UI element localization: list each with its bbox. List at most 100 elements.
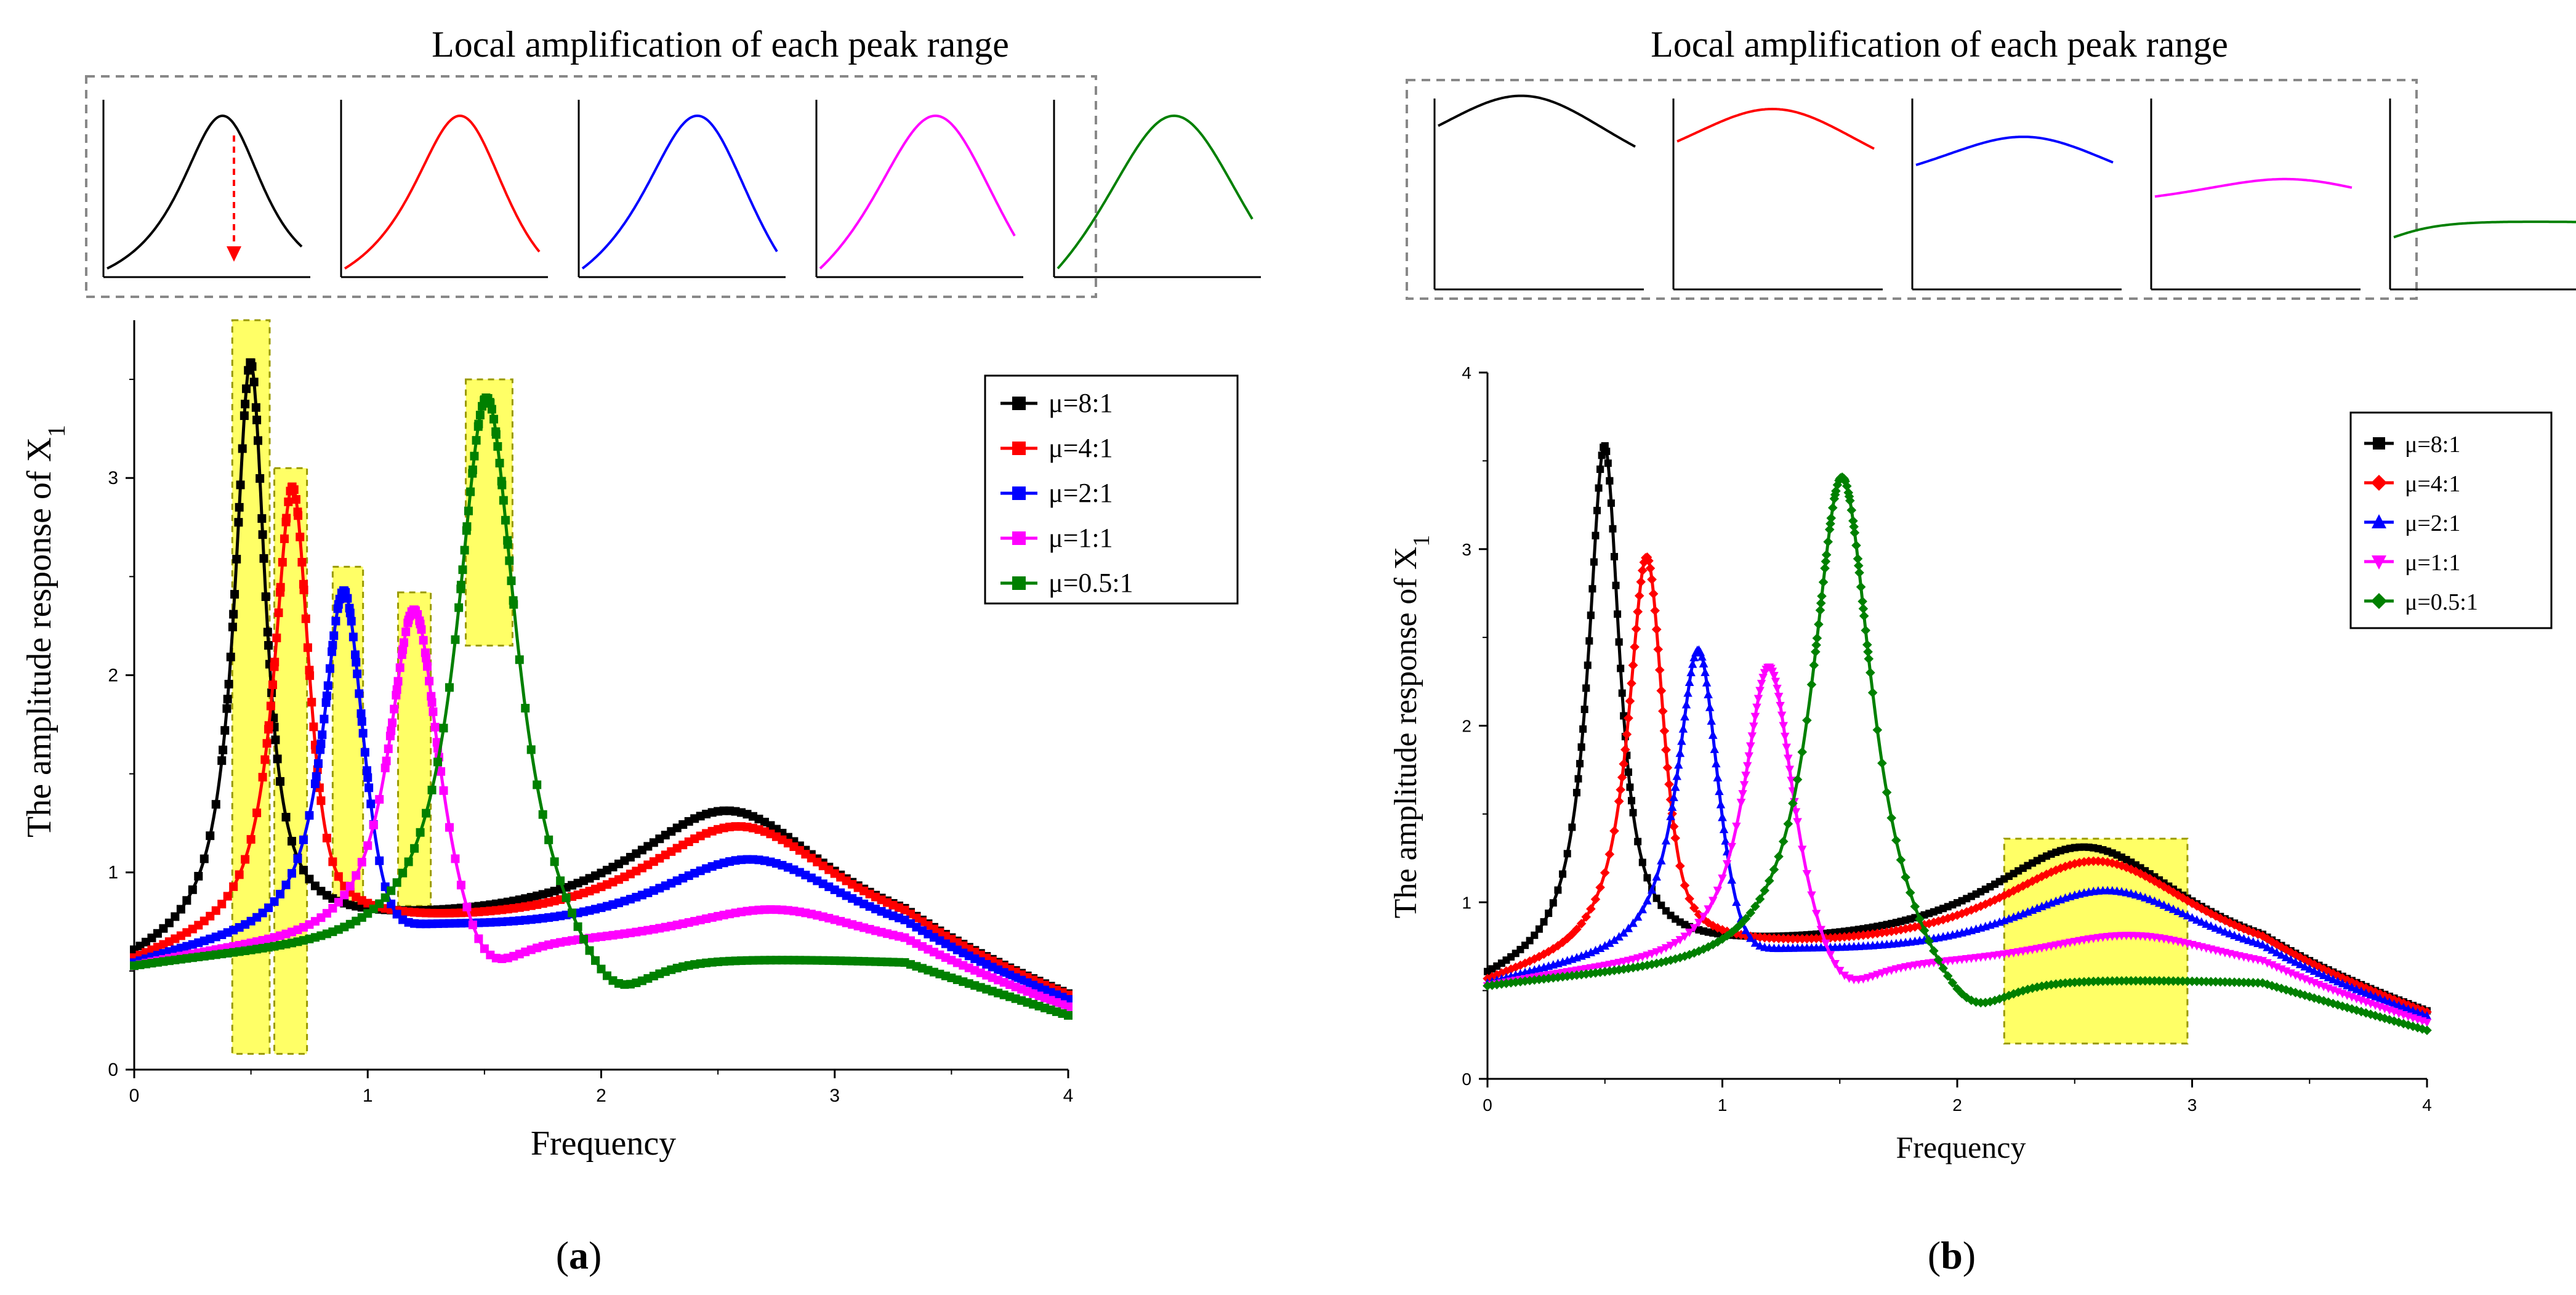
panel-a-y-tick-label: 2: [108, 665, 118, 685]
panel-b-caption-letter: b: [1941, 1233, 1963, 1277]
panel-a-series-4-point: [489, 414, 499, 424]
panel-a-series-0-point: [232, 555, 241, 564]
panel-b-series-1-point: [1534, 951, 1544, 962]
panel-b-series-1-point: [1863, 929, 1873, 940]
panel-a-series-2-point: [322, 692, 331, 701]
panel-b-series-2-point: [2375, 994, 2385, 1003]
panel-b-series-1-point: [2103, 857, 2112, 867]
panel-b-series-1-point: [1576, 919, 1587, 929]
panel-b-ylabel-sub: 1: [1409, 535, 1435, 547]
panel-b-series-1-point: [2201, 906, 2212, 916]
panel-a-ylabel-main: The amplitude response of X: [20, 437, 58, 837]
panel-b-series-4-point: [1861, 625, 1871, 635]
panel-a-series-2-point: [276, 890, 285, 899]
panel-b-series-3-markers: [1483, 663, 2432, 1028]
panel-b-y-tick-label: 0: [1462, 1070, 1471, 1089]
panel-b-series-0-point: [1587, 611, 1595, 619]
panel-b-series-1-point: [1689, 903, 1699, 913]
panel-b-series-4-point: [1942, 971, 1953, 981]
panel-b-series-3-point: [1747, 732, 1757, 741]
panel-b-series-2-point: [2211, 923, 2220, 932]
panel-b-caption-open: (: [1928, 1233, 1941, 1277]
panel-b-series-4-point: [1548, 973, 1558, 983]
panel-b-series-2-point: [1684, 677, 1694, 687]
panel-b-series-2-point: [1681, 700, 1691, 709]
panel-a-series-4-point: [591, 956, 600, 965]
panel-b-series-1-point: [1905, 923, 1915, 933]
panel-a-series-4-point: [503, 536, 512, 545]
panel-b-series-3-point: [1781, 732, 1790, 741]
panel-b-series-4-point: [1774, 852, 1784, 861]
panel-b-inset-box: [1406, 79, 2418, 300]
panel-b-series-4: [1483, 472, 2432, 1035]
panel-b-series-1-point: [1609, 826, 1619, 836]
panel-b-series-1-point: [1581, 912, 1592, 922]
panel-b-series-4-point: [1815, 605, 1825, 615]
panel-b-series-3-point: [1773, 685, 1782, 693]
panel-a-series-0-point: [228, 623, 237, 632]
panel-b-series-1-point: [1506, 964, 1516, 974]
panel-b-series-4-point: [1862, 640, 1872, 650]
panel-b-series-1-point: [1882, 927, 1892, 937]
panel-b-series-2-point: [2338, 978, 2347, 988]
panel-a-legend-item-3: μ=1:1: [1000, 523, 1113, 553]
panel-b-series-1-point: [1886, 926, 1896, 937]
panel-a-series-1-point: [258, 773, 267, 782]
panel-b-series-2-point: [2319, 970, 2328, 980]
panel-b-series-1-point: [1510, 962, 1521, 972]
panel-b-series-2-point: [2366, 990, 2375, 999]
panel-b-series-4-point: [1853, 560, 1864, 571]
panel-a-series-3-markers: [130, 605, 1073, 1011]
panel-b-series-3-point: [1704, 905, 1713, 914]
panel-b-series-0-point: [1614, 610, 1622, 618]
panel-b-series-1-point: [1648, 589, 1659, 599]
panel-b-series-4-point: [1999, 992, 2010, 1003]
panel-a-series-2-point: [325, 664, 334, 673]
panel-b-series-4-point: [1510, 977, 1521, 987]
panel-b-series-2-point: [2277, 950, 2286, 959]
panel-b-series-2: [1483, 645, 2432, 1020]
panel-b-series-4-point: [1825, 518, 1835, 529]
panel-b-series-4-point: [1708, 940, 1718, 950]
panel-b-x-tick-label: 4: [2422, 1095, 2432, 1115]
panel-a-series-4-point: [515, 655, 524, 664]
panel-b-series-0-point: [1554, 886, 1562, 894]
panel-a-series-3-point: [397, 650, 406, 660]
panel-a-series-1-point: [246, 835, 256, 844]
panel-b-series-0-point: [1627, 797, 1635, 805]
panel-a-series-0-point: [238, 444, 247, 453]
panel-a-series-4-point: [561, 893, 571, 902]
panel-a-series-2-point: [362, 766, 371, 775]
panel-b-series-4-point: [1829, 494, 1840, 504]
panel-b-series-3-point: [1680, 932, 1689, 942]
panel-b-series-1-point: [2023, 879, 2033, 889]
panel-b-series-2-point: [2150, 896, 2159, 905]
panel-a-series-2-point: [310, 779, 320, 788]
panel-b-series-4-point: [1624, 963, 1633, 974]
panel-a-xlabel: Frequency: [531, 1124, 676, 1163]
panel-b-series-4-point: [1689, 948, 1699, 958]
panel-a-series-0-point: [188, 885, 197, 894]
panel-a-inset-2-curve: [581, 114, 778, 270]
panel-b-series-1-point: [2079, 857, 2089, 867]
panel-b-series-2-point: [1614, 932, 1624, 941]
panel-b-legend-items: μ=8:1 μ=4:1 μ=2:1 μ=1:1 μ=0.5:1: [2364, 432, 2478, 615]
panel-a-x-tick-label: 1: [363, 1086, 373, 1106]
panel-b-series-1-point: [1664, 779, 1674, 789]
panel-a-insets: [102, 100, 1261, 278]
panel-b-series-1-point: [1985, 897, 1995, 907]
panel-a-series-4-point: [462, 526, 471, 535]
panel-b-series-2-point: [1709, 730, 1718, 739]
panel-b-series-0-point: [1596, 465, 1604, 473]
panel-b-series-2-point: [1718, 812, 1727, 821]
panel-b-series-3-point: [1738, 790, 1747, 799]
panel-a-series-1-point: [297, 558, 307, 567]
panel-b-series-1-point: [1680, 881, 1690, 890]
panel-b-series-2-point: [2168, 904, 2178, 913]
panel-b-series-4-point: [1792, 775, 1803, 785]
panel-a-series-0-point: [305, 874, 314, 884]
panel-a-axes: 0 1 2 3 4 0 1 2 3: [108, 320, 1073, 1106]
panel-b-series-4-point: [2215, 977, 2226, 987]
panel-a-series-1-point: [316, 796, 326, 805]
